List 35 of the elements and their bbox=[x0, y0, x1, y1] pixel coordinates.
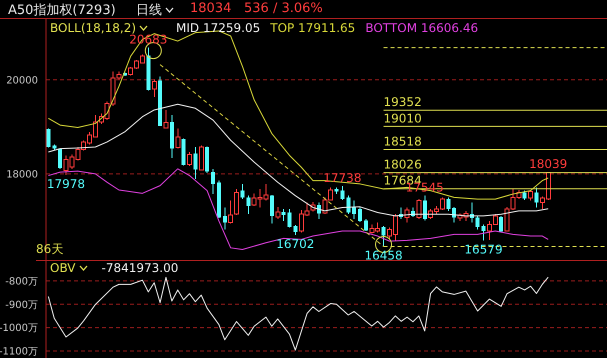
annotation: 17978 bbox=[46, 176, 86, 191]
text: 18034 bbox=[190, 1, 232, 16]
y-tick-label: -900万 bbox=[5, 300, 38, 311]
y-tick-label: 20000 bbox=[6, 75, 38, 86]
candlestick bbox=[211, 168, 216, 195]
text: TOP 17911.65 bbox=[270, 21, 356, 35]
legend-title: BOLL(18,18,2) bbox=[50, 21, 136, 35]
ref-line-label: 18026 bbox=[384, 158, 422, 172]
ref-line-label: 19352 bbox=[384, 95, 422, 110]
candlestick bbox=[193, 146, 198, 180]
text: 536 / 3.06% bbox=[244, 1, 323, 16]
y-tick-label: -800万 bbox=[5, 276, 38, 288]
legend-label: MID 17259.05 bbox=[176, 21, 260, 35]
legend-title: OBV bbox=[50, 261, 77, 275]
line-series bbox=[48, 276, 549, 351]
chart-title: A50指加权(7293) bbox=[8, 2, 116, 19]
candlestick bbox=[170, 114, 174, 159]
ref-line-label: 19010 bbox=[384, 111, 422, 126]
y-tick-label: 18000 bbox=[6, 169, 38, 180]
annotation: -7841973.00 bbox=[102, 261, 178, 275]
candlestick bbox=[222, 206, 227, 230]
annotation: 18039 bbox=[529, 157, 568, 172]
candlestick bbox=[422, 194, 427, 221]
candlestick bbox=[46, 129, 50, 147]
candlestick bbox=[340, 186, 344, 201]
candlestick bbox=[246, 195, 250, 215]
annotation: 16579 bbox=[464, 242, 503, 257]
ref-line-label: 18518 bbox=[384, 134, 422, 148]
annotation: 16458 bbox=[364, 248, 403, 262]
annotation: 16702 bbox=[276, 236, 314, 251]
annotation: 17738 bbox=[323, 171, 362, 186]
text: BOTTOM 16606.46 bbox=[365, 21, 478, 35]
chart-subtitle: 日线 bbox=[136, 2, 162, 19]
candlestick bbox=[293, 224, 298, 236]
candlestick bbox=[382, 225, 386, 247]
